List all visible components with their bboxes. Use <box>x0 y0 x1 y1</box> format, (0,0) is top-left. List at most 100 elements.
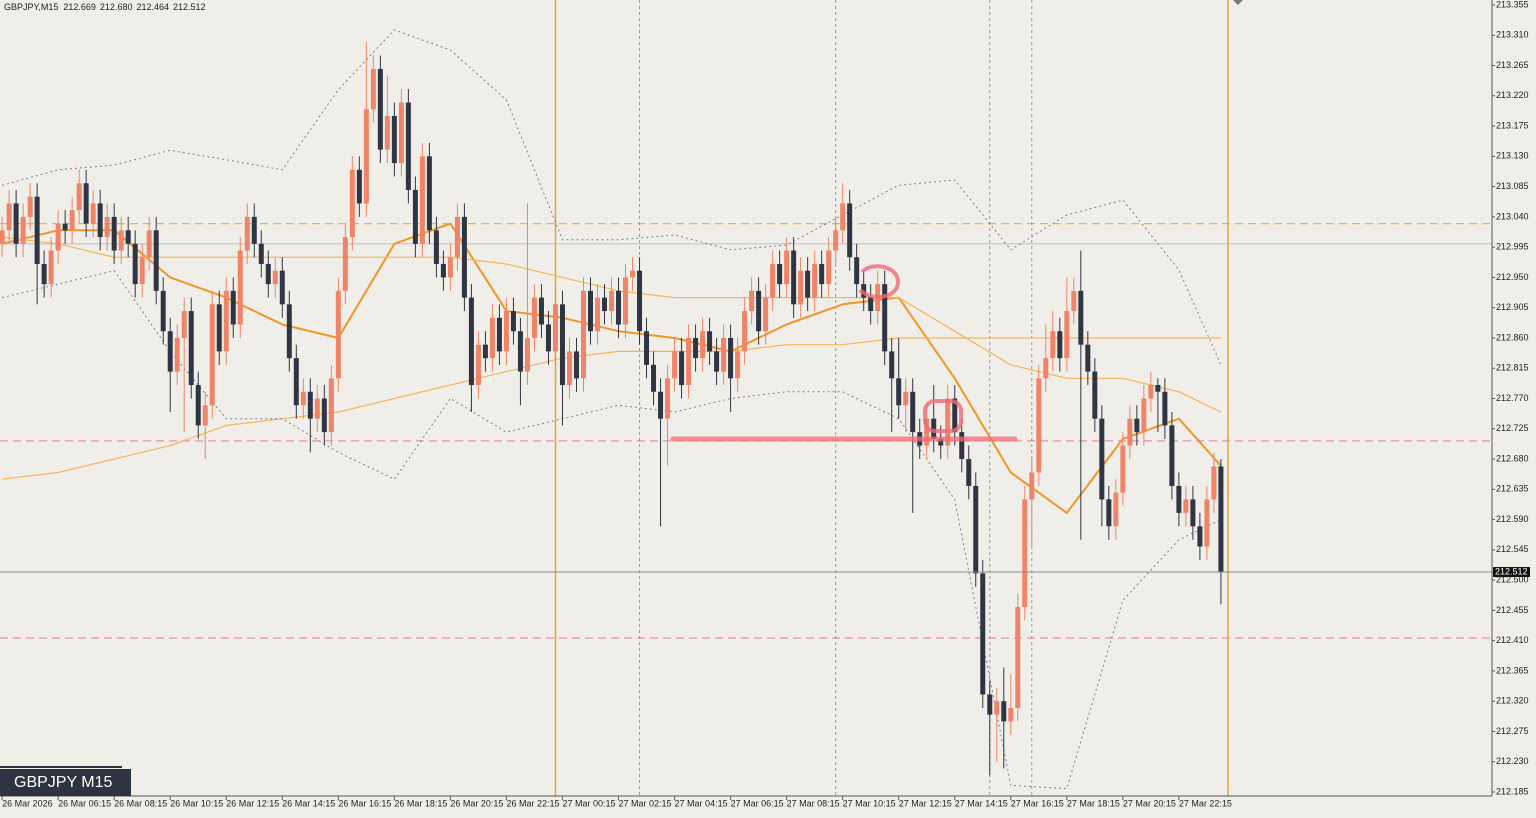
candle-body <box>812 263 818 298</box>
x-tick-label: 26 Mar 18:15 <box>394 798 447 808</box>
candle-body <box>1190 499 1196 527</box>
y-tick-label: 213.265 <box>1496 60 1529 70</box>
candle-body <box>1050 331 1056 359</box>
watermark-box <box>0 769 131 796</box>
candle-body <box>20 216 26 244</box>
candle-body <box>328 378 334 433</box>
y-tick-label: 213.355 <box>1496 0 1529 9</box>
candle-body <box>76 183 82 211</box>
candle-body <box>188 311 194 386</box>
indicator-line <box>1 29 1222 366</box>
candle-body <box>307 391 313 419</box>
candle-body <box>1204 499 1210 547</box>
candle-body <box>1057 331 1063 359</box>
candle-body <box>489 317 495 359</box>
candle-body <box>1155 385 1161 392</box>
candle-body <box>959 432 965 460</box>
candle-body <box>48 250 54 285</box>
annotations <box>670 264 1018 442</box>
x-tick-label: 27 Mar 06:15 <box>731 798 784 808</box>
candle-body <box>454 216 460 258</box>
last-open: 212.669 <box>63 2 96 12</box>
candle-body <box>595 297 601 332</box>
candle-body <box>1120 445 1126 493</box>
candle-body <box>777 263 783 285</box>
candle-body <box>181 311 187 338</box>
candle-body <box>980 573 986 695</box>
candle-body <box>1169 425 1175 486</box>
candle-body <box>321 398 327 433</box>
candle-body <box>721 337 727 372</box>
x-tick-label: 26 Mar 22:15 <box>506 798 559 808</box>
candle-body <box>1211 466 1217 500</box>
candle-body <box>630 270 636 278</box>
y-tick-label: 212.725 <box>1496 423 1529 433</box>
candle-body <box>90 203 96 224</box>
candle-body <box>174 337 180 372</box>
price-tag-label: 212.512 <box>1495 566 1528 576</box>
candle-body <box>1015 607 1021 708</box>
candle-body <box>1197 526 1203 547</box>
scroll-marker <box>1233 0 1243 5</box>
candle-body <box>931 418 937 439</box>
last-low: 212.464 <box>136 2 169 12</box>
last-close: 212.512 <box>173 2 206 12</box>
candle-body <box>833 230 839 251</box>
y-tick-label: 213.175 <box>1496 120 1529 130</box>
candle-body <box>384 115 390 150</box>
candle-body <box>742 311 748 352</box>
candle-body <box>335 290 341 379</box>
y-tick-label: 212.950 <box>1496 272 1529 282</box>
candle-body <box>132 243 138 285</box>
candle-body <box>1106 499 1112 527</box>
candle-body <box>1043 358 1049 379</box>
candle-body <box>763 297 769 332</box>
candle-body <box>237 250 243 325</box>
candle-body <box>524 337 530 372</box>
y-tick-label: 212.320 <box>1496 696 1529 706</box>
candle-body <box>903 391 909 406</box>
candle-body <box>602 297 608 312</box>
x-tick-label: 27 Mar 08:15 <box>787 798 840 808</box>
candle-body <box>55 223 61 251</box>
x-tick-label: 27 Mar 02:15 <box>619 798 672 808</box>
x-tick-label: 26 Mar 14:15 <box>282 798 335 808</box>
candle-body <box>391 115 397 164</box>
candle-body <box>482 344 488 359</box>
candle-body <box>756 290 762 332</box>
candle-body <box>496 317 502 352</box>
watermark: GBPJPY M15 <box>14 774 113 791</box>
candle-body <box>672 351 678 379</box>
y-tick-label: 212.590 <box>1496 514 1529 524</box>
candle-body <box>805 270 811 298</box>
candle-body <box>580 290 586 379</box>
candle-body <box>819 263 825 285</box>
last-high: 212.680 <box>100 2 133 12</box>
y-tick-label: 213.220 <box>1496 90 1529 100</box>
candle-body <box>405 102 411 190</box>
candle-body <box>293 358 299 406</box>
candle-body <box>882 284 888 352</box>
candle-body <box>111 216 117 251</box>
candle-body <box>616 290 622 325</box>
candle-body <box>146 230 152 258</box>
candle-body <box>840 203 846 231</box>
x-tick-label: 27 Mar 16:15 <box>1011 798 1064 808</box>
x-tick-label: 26 Mar 20:15 <box>450 798 503 808</box>
candle-body <box>125 230 131 244</box>
plot-area <box>0 0 1492 796</box>
candle-body <box>1127 418 1133 446</box>
candle-body <box>1085 344 1091 372</box>
candle-body <box>910 391 916 433</box>
candle-body <box>538 297 544 325</box>
candle-body <box>994 701 1000 715</box>
y-tick-label: 212.185 <box>1496 786 1529 796</box>
candle-body <box>104 216 110 238</box>
y-tick-label: 213.130 <box>1496 151 1529 161</box>
candle-body <box>1218 466 1224 573</box>
y-tick-label: 212.815 <box>1496 363 1529 373</box>
candle-body <box>854 257 860 285</box>
candle-body <box>679 351 685 386</box>
candle-body <box>749 290 755 312</box>
